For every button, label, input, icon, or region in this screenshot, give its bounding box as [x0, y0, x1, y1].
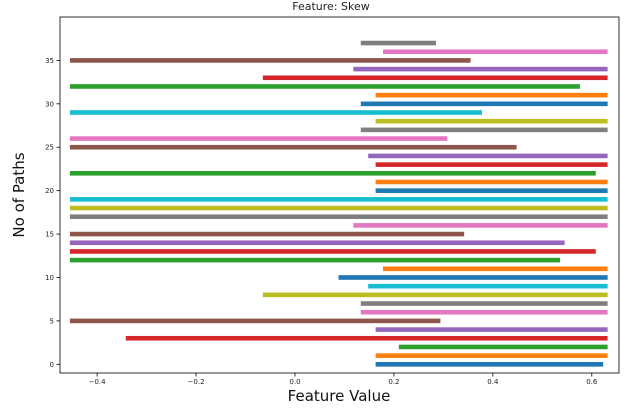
bar-path-19: [69, 197, 608, 202]
y-tick-label: 35: [45, 57, 54, 65]
x-axis: −0.4 −0.2 0.0 0.2 0.4 0.6: [89, 373, 598, 386]
y-tick-label: 10: [45, 274, 54, 282]
bar-path-14: [69, 240, 565, 246]
y-tick-label: 5: [50, 317, 54, 325]
bar-path-7: [360, 301, 608, 306]
bar-path-20: [375, 188, 608, 193]
bar-path-21: [375, 179, 608, 185]
bar-path-2: [398, 344, 608, 350]
bar-path-9: [368, 283, 608, 289]
bar-path-17: [69, 214, 608, 220]
bar-path-36: [383, 49, 608, 55]
bar-path-18: [69, 205, 608, 211]
bar-path-11: [383, 266, 608, 272]
bar-path-31: [375, 92, 608, 98]
bar-path-0: [375, 362, 604, 367]
bar-path-34: [353, 66, 608, 72]
plot-frame: [59, 16, 620, 374]
bar-path-28: [375, 118, 608, 124]
bar-path-13: [69, 249, 596, 254]
plot-area: [59, 16, 620, 374]
bar-path-5: [69, 318, 441, 324]
bar-path-8: [262, 292, 608, 298]
bar-path-33: [262, 75, 608, 81]
bar-path-3: [125, 335, 608, 341]
bar-path-30: [360, 101, 608, 107]
y-tick-label: 15: [45, 231, 54, 239]
y-tick-label: 20: [45, 187, 54, 195]
bar-group: [69, 40, 608, 367]
bar-path-25: [69, 144, 517, 150]
x-tick-label: −0.2: [188, 378, 205, 386]
y-axis-label: No of Paths: [10, 152, 28, 237]
bar-path-16: [353, 223, 608, 228]
x-tick-label: 0.6: [586, 378, 598, 386]
x-tick-label: −0.4: [89, 378, 107, 386]
bar-path-26: [69, 136, 448, 141]
x-tick-label: 0.4: [487, 378, 499, 386]
bar-path-12: [69, 257, 561, 263]
y-tick-label: 30: [45, 100, 54, 108]
y-tick-label: 0: [50, 361, 54, 369]
x-tick-label: 0.0: [289, 378, 300, 386]
bar-path-22: [69, 170, 596, 176]
bar-path-10: [338, 275, 608, 280]
bar-path-32: [69, 84, 580, 89]
bar-path-29: [69, 110, 482, 115]
bar-path-4: [375, 327, 608, 332]
bar-path-35: [69, 58, 471, 63]
bar-path-15: [69, 231, 465, 237]
bar-path-37: [360, 40, 436, 46]
x-axis-label: Feature Value: [288, 387, 391, 405]
x-tick-label: 0.2: [388, 378, 399, 386]
y-tick-label: 25: [45, 144, 54, 152]
chart-title: Feature: Skew: [292, 0, 370, 13]
bar-path-27: [360, 127, 608, 133]
bar-path-23: [375, 162, 608, 167]
bar-path-24: [368, 153, 608, 159]
y-axis: 0 5 10 15 20 25 30 35: [45, 57, 60, 369]
bar-path-1: [375, 353, 608, 358]
bar-path-6: [360, 309, 608, 315]
